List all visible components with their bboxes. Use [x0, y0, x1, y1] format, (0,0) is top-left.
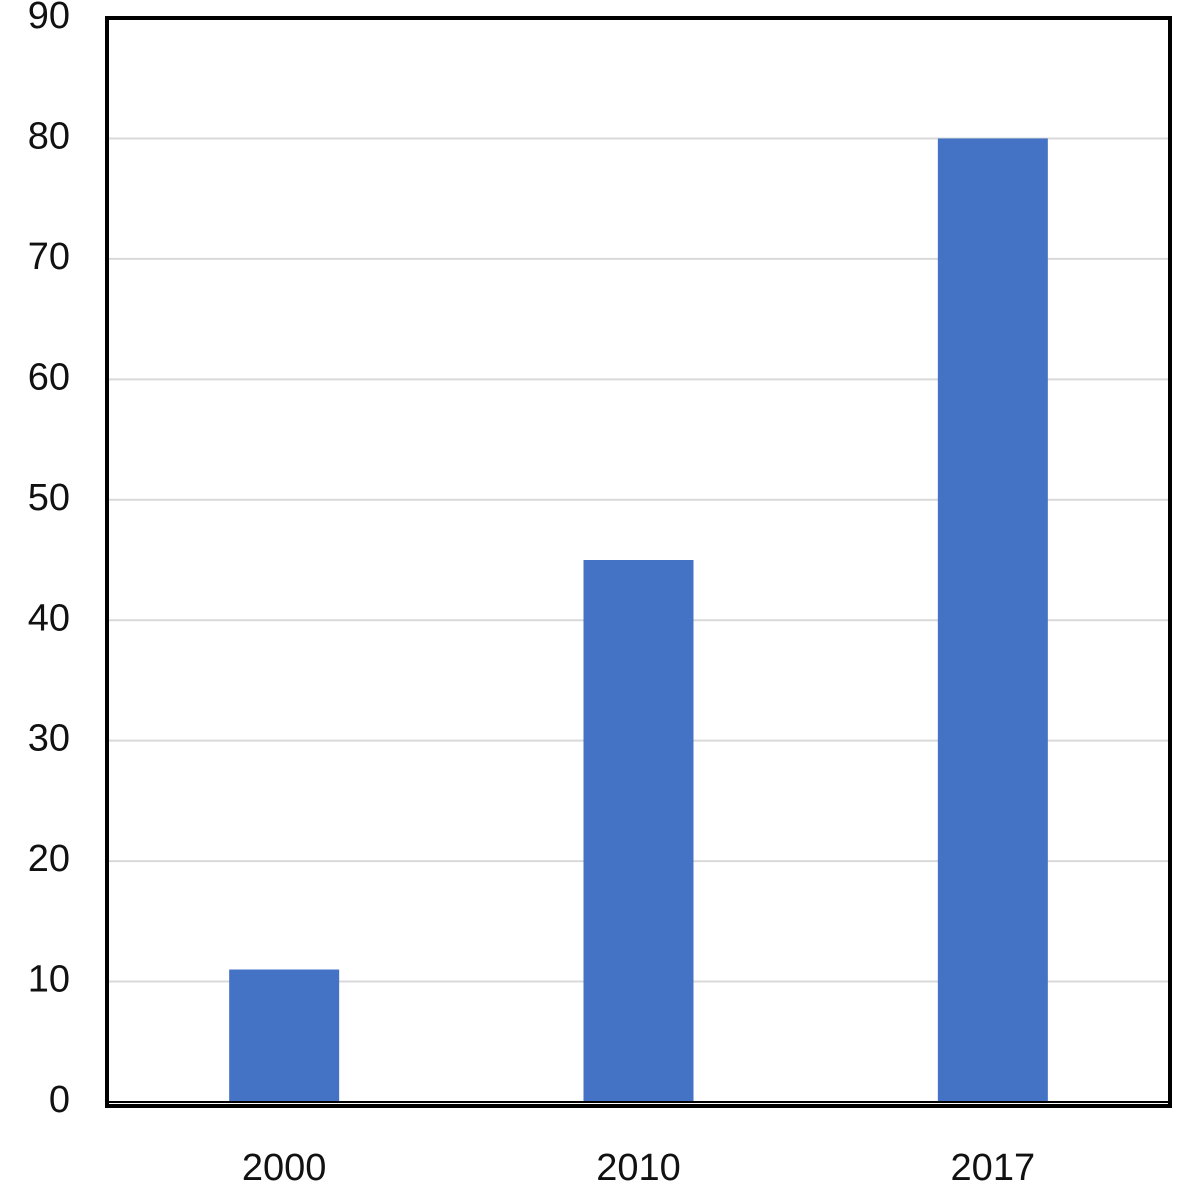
y-tick-label-80: 80 — [28, 115, 70, 157]
bars — [229, 138, 1048, 1102]
x-tick-label-2010: 2010 — [596, 1147, 681, 1189]
y-tick-label-60: 60 — [28, 356, 70, 398]
x-axis-tick-labels: 2000 2010 2017 — [242, 1147, 1035, 1189]
bar-2000 — [229, 969, 340, 1102]
y-tick-label-90: 90 — [28, 0, 70, 37]
bar-2010 — [583, 560, 694, 1102]
y-tick-label-70: 70 — [28, 236, 70, 278]
x-tick-label-2017: 2017 — [951, 1147, 1036, 1189]
y-tick-label-0: 0 — [49, 1079, 70, 1121]
y-tick-label-20: 20 — [28, 838, 70, 880]
y-tick-label-40: 40 — [28, 597, 70, 639]
y-tick-label-50: 50 — [28, 477, 70, 519]
y-axis-tick-labels: 0 10 20 30 40 50 60 70 80 90 — [28, 0, 70, 1121]
x-tick-label-2000: 2000 — [242, 1147, 327, 1189]
plot-frame — [105, 16, 1172, 1108]
y-tick-label-10: 10 — [28, 959, 70, 1001]
bar-2017 — [937, 138, 1048, 1102]
y-tick-label-30: 30 — [28, 718, 70, 760]
